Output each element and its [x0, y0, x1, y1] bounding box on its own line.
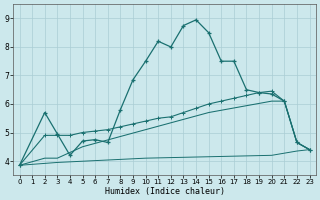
- X-axis label: Humidex (Indice chaleur): Humidex (Indice chaleur): [105, 187, 225, 196]
